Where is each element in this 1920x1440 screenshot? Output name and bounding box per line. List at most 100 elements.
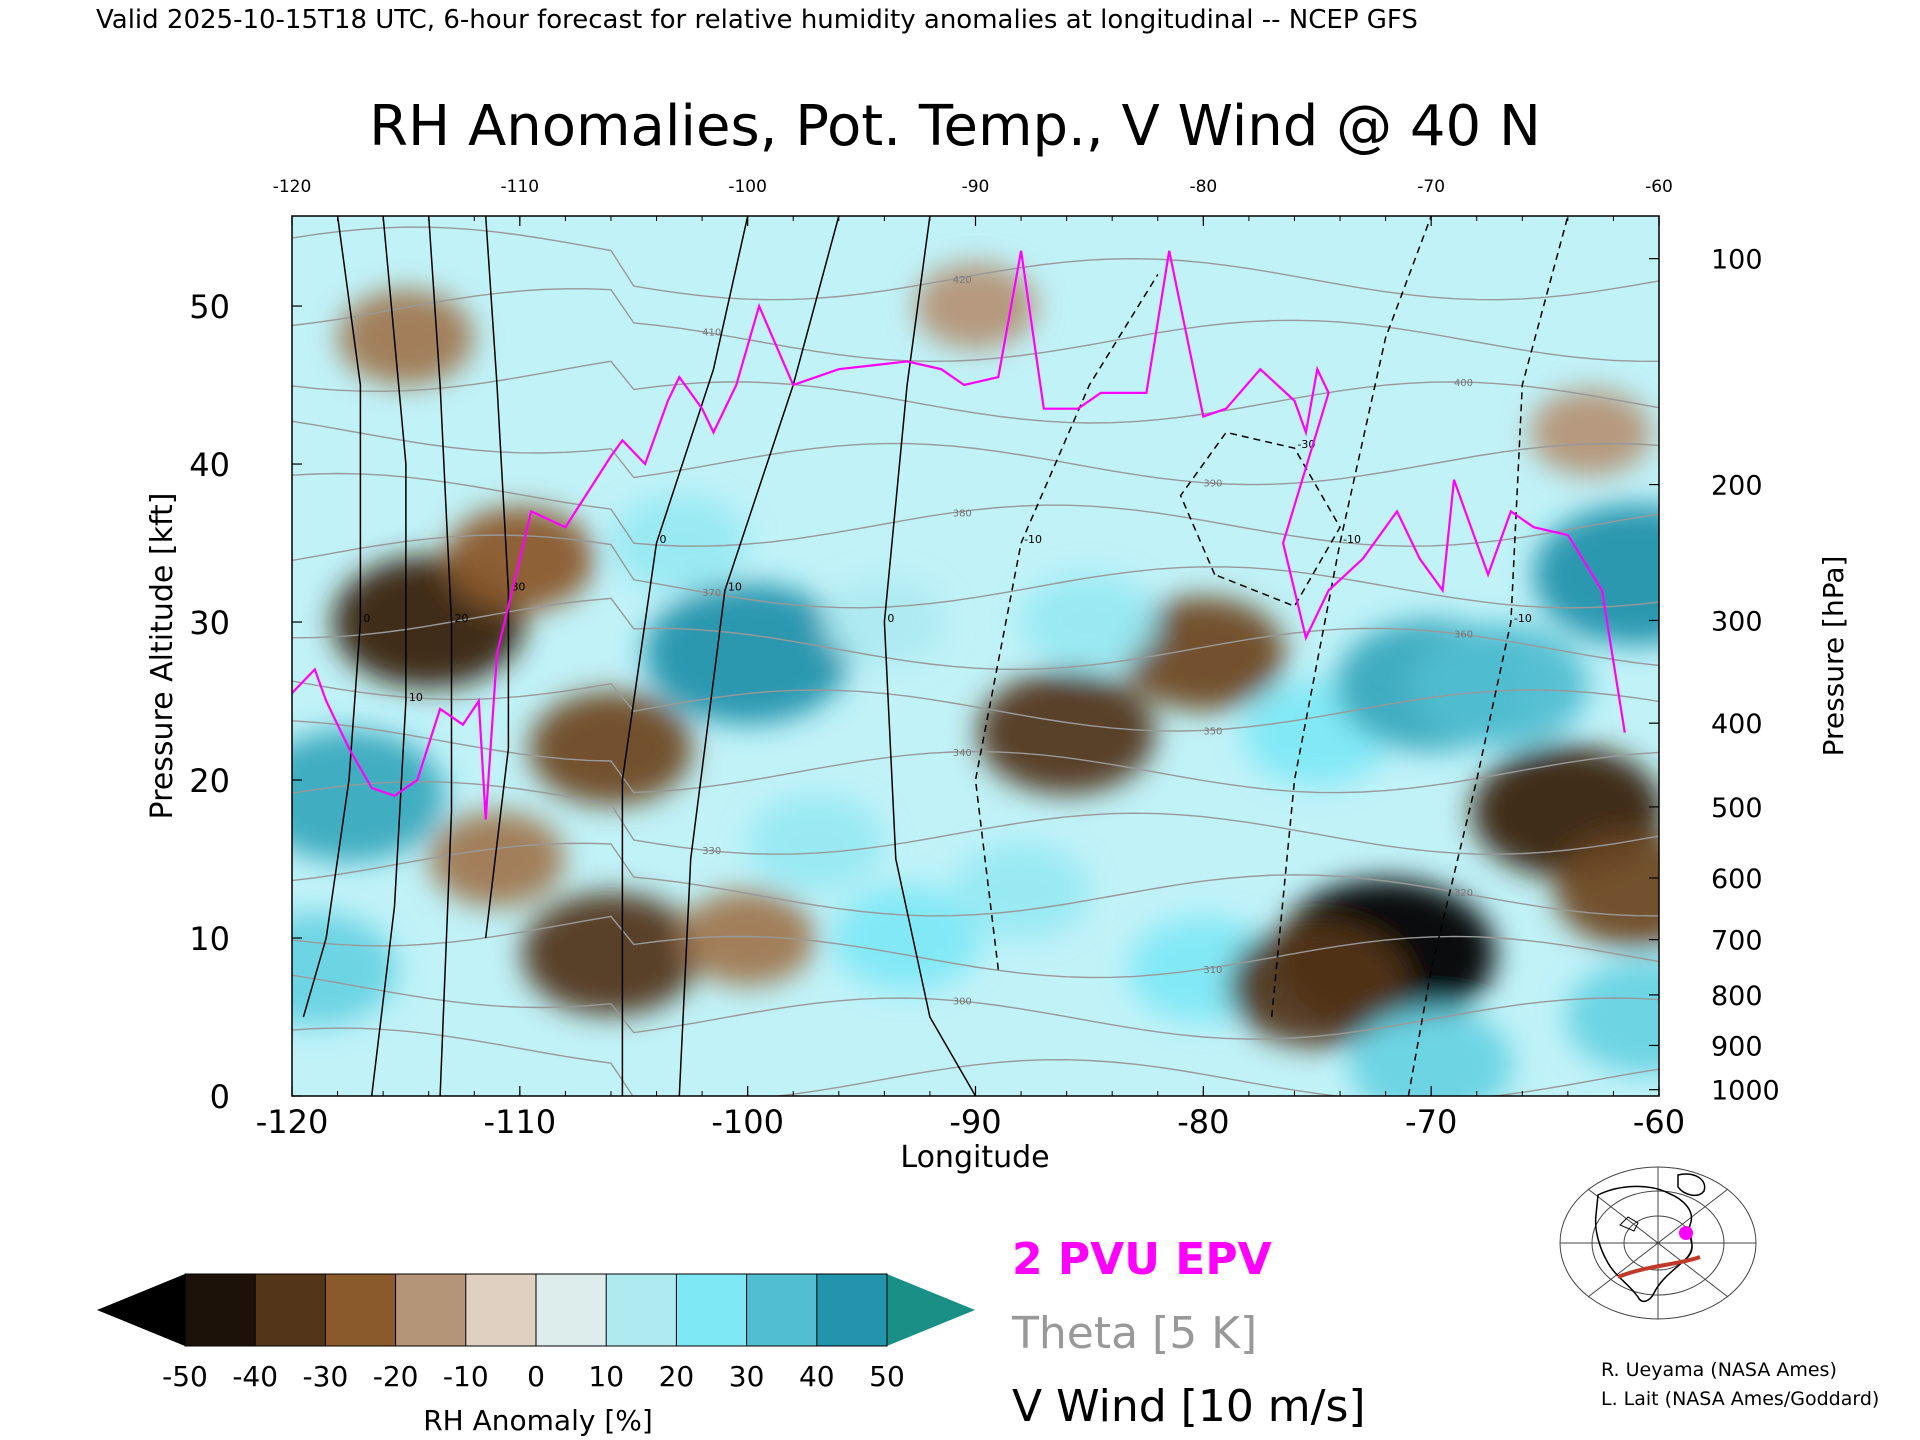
- v-wind-contour: [427, 216, 453, 1096]
- theta-contour: [292, 288, 1659, 363]
- theta-contour-label: 390: [1203, 479, 1222, 490]
- theta-contour-label: 400: [1454, 378, 1473, 389]
- rh-anomaly-blob: [429, 811, 566, 908]
- rh-anomaly-blob: [292, 729, 445, 862]
- x-tick-label: -60: [1633, 1103, 1685, 1141]
- rh-anomaly-blob: [914, 262, 1037, 350]
- y-tick-label: 50: [189, 288, 230, 326]
- colorbar-tick-label: 10: [588, 1360, 624, 1393]
- colorbar-bin: [536, 1274, 607, 1346]
- theta-contour-label: 370: [702, 588, 721, 599]
- colorbar-bin: [395, 1274, 467, 1346]
- rh-anomaly-blob: [1533, 504, 1659, 646]
- theta-contour: [292, 915, 1659, 979]
- v-wind-contour: [484, 216, 510, 939]
- x-top-tick-label: -90: [962, 177, 990, 197]
- epv-2pvu-line: [292, 250, 1626, 820]
- rh-anomaly-blob: [1529, 388, 1652, 476]
- y-tick-label: 10: [189, 920, 230, 958]
- rh-anomaly-blob: [611, 495, 748, 592]
- v-wind-contour-label: -10: [1343, 533, 1361, 546]
- rh-anomaly-blob: [292, 912, 397, 1027]
- y2-tick-label: 800: [1711, 981, 1763, 1012]
- colorbar-tick-label: -20: [373, 1360, 419, 1393]
- v-wind-contour: [1270, 216, 1432, 1018]
- theta-contour-label: 320: [1454, 888, 1473, 899]
- v-wind-contour: [1179, 431, 1341, 608]
- v-wind-contour-label: 20: [454, 612, 468, 625]
- credit-line-1: R. Ueyama (NASA Ames): [1601, 1359, 1837, 1381]
- colorbar-tick-label: -50: [162, 1360, 208, 1393]
- colorbar: -50 -40 -30 -20 -10 0 10 20 30 40 50: [97, 1273, 975, 1393]
- theta-contour: [292, 680, 1659, 732]
- y-tick-label: 20: [189, 762, 230, 800]
- y-tick-label: 40: [189, 446, 230, 484]
- v-wind-contour: [974, 274, 1159, 970]
- x-tick-label: -70: [1405, 1103, 1457, 1141]
- v-wind-contour: [370, 216, 407, 1096]
- theta-contour: [292, 472, 1659, 547]
- theta-contour: [292, 597, 1659, 671]
- axes: -120 -110 -100 -90 -80 -70 -60-120 -110 -100 -90-…: [189, 177, 1779, 1141]
- chart-title: RH Anomalies, Pot. Temp., V Wind @ 40 N: [369, 94, 1541, 159]
- y2-axis-label: Pressure [hPa]: [1817, 556, 1850, 757]
- x-top-tick-label: -60: [1645, 177, 1673, 197]
- credit-line-2: L. Lait (NASA Ames/Goddard): [1601, 1388, 1879, 1410]
- colorbar-bin: [325, 1274, 397, 1346]
- v-wind-contour-label: 0: [887, 612, 894, 625]
- v-wind-contour-label: 0: [363, 612, 370, 625]
- rh-anomaly-blob: [977, 671, 1156, 795]
- theta-contour: [292, 974, 1659, 1040]
- v-wind-contour: [621, 216, 749, 1096]
- rh-anomaly-blob: [1021, 574, 1158, 671]
- theta-contour: [292, 534, 1659, 609]
- colorbar-tick-label: 0: [527, 1360, 545, 1393]
- colorbar-bin: [746, 1274, 818, 1346]
- x-top-tick-label: -70: [1417, 177, 1445, 197]
- theta-contour-label: 420: [953, 275, 972, 286]
- rh-anomaly-blob: [679, 890, 816, 987]
- v-wind-contour-label: 0: [660, 533, 667, 546]
- colorbar-tick-label: 40: [799, 1360, 835, 1393]
- theta-contour-label: 340: [953, 748, 972, 759]
- y2-tick-label: 700: [1711, 926, 1763, 957]
- rh-anomaly-field: [292, 262, 1659, 1096]
- colorbar-bin: [816, 1274, 888, 1346]
- y2-tick-label: 900: [1711, 1031, 1763, 1062]
- rh-anomaly-blob: [644, 583, 851, 725]
- rh-anomaly-blob: [1565, 960, 1659, 1074]
- plot-area: 2903003103203303403503603703803904004104…: [292, 216, 1659, 1096]
- v-wind-contour: [883, 216, 977, 1096]
- x-tick-label: -120: [256, 1103, 329, 1141]
- theta-contour-label: 380: [953, 509, 972, 520]
- colorbar-bin: [676, 1274, 748, 1346]
- y-tick-label: 0: [210, 1078, 230, 1116]
- x-axis-label: Longitude: [900, 1140, 1049, 1175]
- y2-tick-label: 400: [1711, 709, 1763, 740]
- locator-map: [1558, 1165, 1758, 1320]
- theta-contour: [292, 842, 1659, 917]
- colorbar-tick-label: 30: [729, 1360, 765, 1393]
- v-wind-contour: [678, 216, 840, 1096]
- theta-contour-label: 360: [1454, 629, 1473, 640]
- epv-contours: [292, 250, 1626, 820]
- rh-anomaly-blob: [1121, 596, 1286, 711]
- y-tick-label: 30: [189, 604, 230, 642]
- theta-contour: [292, 226, 1659, 301]
- x-tick-label: -100: [711, 1103, 784, 1141]
- colorbar-tick-label: 50: [869, 1360, 905, 1393]
- theta-contour: [292, 420, 1659, 486]
- rh-anomaly-blob: [748, 795, 885, 892]
- colorbar-tick-label: -40: [232, 1360, 278, 1393]
- theta-contour-label: 310: [1203, 965, 1222, 976]
- valid-time-header: Valid 2025-10-15T18 UTC, 6-hour forecast…: [96, 5, 1418, 35]
- x-tick-label: -110: [484, 1103, 557, 1141]
- y2-tick-label: 1000: [1711, 1076, 1780, 1107]
- rh-anomaly-blob: [1410, 623, 1589, 747]
- y-axis-label: Pressure Altitude [kft]: [145, 493, 180, 820]
- colorbar-tick-label: -10: [443, 1360, 489, 1393]
- v-wind-contour: [302, 216, 362, 1018]
- theta-contours: 2903003103203303403503603703803904004104…: [292, 226, 1659, 1096]
